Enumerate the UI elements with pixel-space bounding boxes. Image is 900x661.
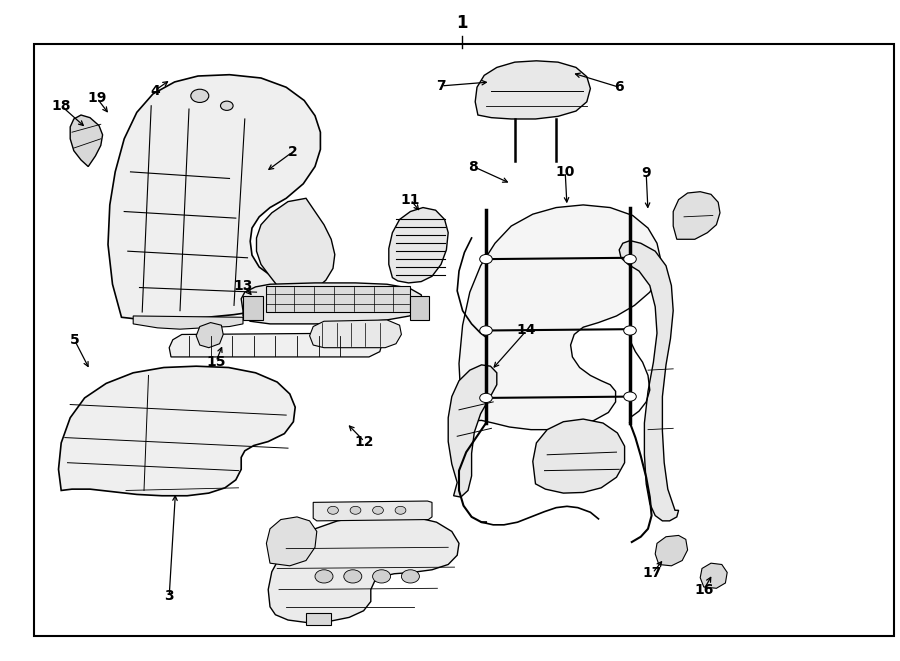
- Polygon shape: [169, 333, 382, 357]
- Circle shape: [395, 506, 406, 514]
- Circle shape: [344, 570, 362, 583]
- Text: 3: 3: [165, 589, 174, 603]
- Polygon shape: [475, 61, 590, 119]
- Polygon shape: [673, 192, 720, 239]
- Polygon shape: [70, 115, 103, 167]
- Text: 15: 15: [206, 354, 226, 369]
- Polygon shape: [241, 283, 423, 324]
- Polygon shape: [58, 366, 295, 496]
- Polygon shape: [108, 75, 320, 319]
- Circle shape: [624, 392, 636, 401]
- Polygon shape: [256, 198, 335, 295]
- Polygon shape: [655, 535, 688, 566]
- Text: 13: 13: [233, 278, 253, 293]
- Circle shape: [373, 506, 383, 514]
- Bar: [410, 296, 429, 320]
- Text: 11: 11: [400, 192, 420, 207]
- Polygon shape: [266, 286, 410, 312]
- Text: 1: 1: [456, 14, 467, 32]
- Polygon shape: [389, 208, 448, 283]
- Circle shape: [401, 570, 419, 583]
- Text: 14: 14: [517, 323, 536, 338]
- Circle shape: [480, 254, 492, 264]
- Polygon shape: [196, 323, 223, 348]
- Circle shape: [328, 506, 338, 514]
- Text: 17: 17: [643, 566, 662, 580]
- Circle shape: [315, 570, 333, 583]
- Circle shape: [480, 393, 492, 403]
- Text: 6: 6: [615, 80, 624, 95]
- Circle shape: [220, 101, 233, 110]
- Polygon shape: [448, 365, 497, 497]
- Text: 18: 18: [51, 98, 71, 113]
- Text: 4: 4: [150, 83, 159, 98]
- Bar: [243, 296, 263, 320]
- Polygon shape: [266, 517, 317, 566]
- Text: 2: 2: [288, 145, 297, 159]
- Circle shape: [350, 506, 361, 514]
- Text: 16: 16: [694, 582, 714, 597]
- Polygon shape: [133, 316, 243, 329]
- Polygon shape: [313, 501, 432, 521]
- Bar: [306, 613, 331, 625]
- Circle shape: [624, 326, 636, 335]
- Text: 9: 9: [642, 166, 651, 180]
- Circle shape: [480, 326, 492, 335]
- Bar: [34, 44, 894, 636]
- Text: 7: 7: [436, 79, 446, 93]
- Polygon shape: [459, 205, 661, 430]
- Text: 5: 5: [70, 333, 79, 348]
- Text: 12: 12: [355, 434, 374, 449]
- Polygon shape: [268, 516, 459, 623]
- Text: 10: 10: [555, 165, 575, 179]
- Polygon shape: [700, 563, 727, 588]
- Polygon shape: [533, 419, 625, 493]
- Circle shape: [624, 254, 636, 264]
- Text: 19: 19: [87, 91, 107, 106]
- Circle shape: [373, 570, 391, 583]
- Text: 8: 8: [469, 159, 478, 174]
- Polygon shape: [310, 320, 401, 348]
- Circle shape: [191, 89, 209, 102]
- Polygon shape: [619, 241, 679, 521]
